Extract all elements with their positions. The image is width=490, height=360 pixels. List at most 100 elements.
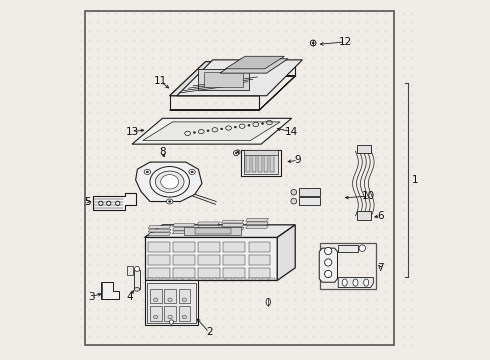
Bar [248,255,270,265]
Text: 6: 6 [377,211,384,221]
Ellipse shape [312,42,314,44]
Bar [357,145,370,153]
Ellipse shape [234,126,236,128]
Ellipse shape [167,199,173,204]
Polygon shape [127,266,133,275]
Bar [357,211,370,220]
Text: 14: 14 [285,127,298,136]
Ellipse shape [310,40,316,46]
Ellipse shape [161,175,179,189]
Polygon shape [197,226,220,228]
Bar [173,255,195,265]
Bar [223,267,245,278]
Ellipse shape [191,171,194,173]
Bar [85,12,394,345]
Bar [248,267,270,278]
Ellipse shape [150,167,190,197]
Bar [226,278,232,280]
Bar [183,278,189,280]
Bar [162,278,167,280]
Bar [198,242,220,252]
Bar [147,283,196,323]
Ellipse shape [168,298,172,302]
Text: 11: 11 [154,76,168,86]
Text: 8: 8 [159,147,166,157]
Polygon shape [170,76,295,110]
Bar [212,278,218,280]
Bar [195,228,231,234]
Ellipse shape [248,125,250,126]
Polygon shape [145,237,277,280]
Bar [176,278,181,280]
Bar [198,69,248,90]
Bar [197,278,203,280]
Bar [179,306,191,320]
Bar [245,152,278,174]
Text: 2: 2 [206,327,213,337]
Bar [248,278,253,280]
Ellipse shape [107,201,111,206]
Bar [320,243,376,289]
Bar [150,306,162,320]
Ellipse shape [353,279,358,286]
Text: 5: 5 [85,197,91,207]
Bar [262,278,268,280]
Ellipse shape [235,152,237,154]
Bar [198,267,220,278]
Ellipse shape [291,198,296,204]
Polygon shape [245,222,269,225]
Ellipse shape [237,151,239,153]
Ellipse shape [155,171,184,193]
Ellipse shape [324,247,332,255]
Bar [173,267,195,278]
Ellipse shape [236,150,240,154]
Bar [248,242,270,252]
Ellipse shape [146,171,148,173]
Ellipse shape [220,128,223,130]
Bar [270,155,274,172]
Ellipse shape [134,288,140,291]
Bar [179,289,191,303]
Bar [169,278,174,280]
Bar [173,242,195,252]
Polygon shape [225,56,285,69]
Ellipse shape [189,170,196,175]
Bar [299,197,320,205]
Text: 13: 13 [125,127,139,136]
Ellipse shape [168,315,172,319]
Bar [252,155,256,172]
Bar [245,155,250,172]
Polygon shape [277,225,295,280]
Bar [219,278,224,280]
Polygon shape [172,224,195,226]
Polygon shape [136,162,202,202]
Text: 7: 7 [377,263,384,273]
Polygon shape [148,229,171,232]
Bar [241,278,246,280]
Polygon shape [132,118,292,144]
Bar [150,289,162,303]
Polygon shape [148,233,171,235]
Ellipse shape [364,279,368,286]
Polygon shape [143,122,280,140]
Bar [223,255,245,265]
Polygon shape [221,220,244,223]
Bar [164,289,176,303]
Ellipse shape [207,130,209,132]
Polygon shape [197,229,220,232]
Ellipse shape [182,315,187,319]
Bar [234,278,239,280]
Bar [164,306,176,320]
Ellipse shape [153,315,158,319]
Polygon shape [245,226,269,228]
Polygon shape [172,227,195,230]
Ellipse shape [182,298,187,302]
Bar [338,244,358,252]
Polygon shape [177,60,302,96]
Ellipse shape [262,123,264,125]
Ellipse shape [170,320,173,324]
Bar [264,155,269,172]
Ellipse shape [324,259,332,266]
Ellipse shape [359,245,366,251]
Polygon shape [221,227,244,230]
